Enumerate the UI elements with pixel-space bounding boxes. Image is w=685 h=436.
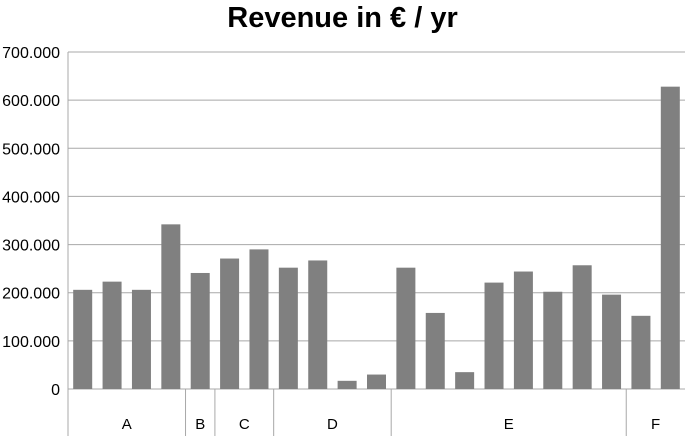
bar [161,224,181,389]
bar [249,249,269,389]
y-tick-label: 500.000 [2,141,60,158]
bar [396,267,416,389]
bar [572,265,592,389]
bar [73,289,93,389]
y-tick-label: 600.000 [2,93,60,110]
bar [543,291,563,389]
y-tick-label: 400.000 [2,189,60,206]
y-tick-label: 300.000 [2,238,60,255]
bar [513,271,533,389]
bar [220,258,240,389]
y-tick-label: 100.000 [2,334,60,351]
bar [367,374,386,389]
bar [631,315,651,389]
bar [337,380,357,389]
bar [131,289,151,389]
category-label: D [327,416,338,433]
bar [660,86,680,390]
category-label: B [195,416,205,433]
bar [425,312,445,389]
bar [190,272,210,389]
bar [278,267,298,389]
bar [455,372,475,389]
bar [484,282,504,389]
category-label: A [122,416,132,433]
bar [308,260,328,389]
category-label: E [504,416,514,433]
y-tick-label: 200.000 [2,286,60,303]
bar [602,294,622,389]
chart-title: Revenue in € / yr [227,2,458,34]
category-label: C [239,416,250,433]
bar [102,281,122,389]
y-tick-label: 700.000 [2,45,60,62]
category-label: F [651,416,660,433]
y-tick-label: 0 [51,382,60,399]
